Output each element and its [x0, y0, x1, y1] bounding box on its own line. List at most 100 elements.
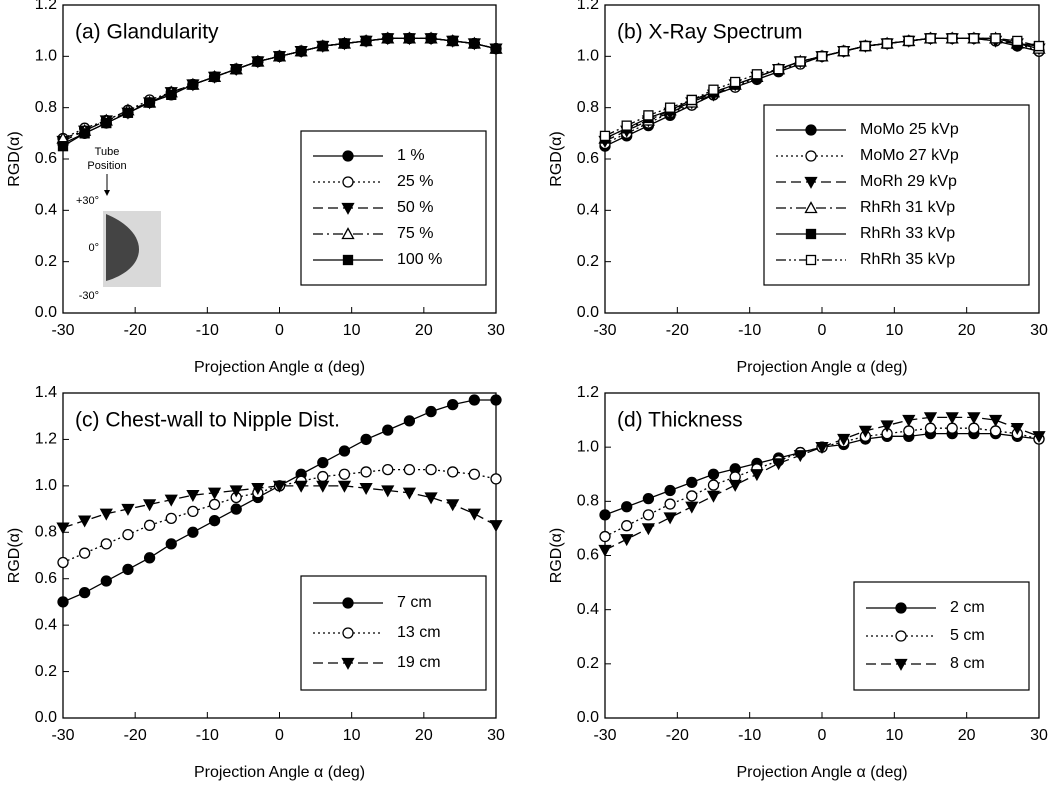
marker — [342, 627, 354, 639]
marker — [902, 414, 916, 427]
marker — [382, 463, 394, 476]
marker — [895, 602, 907, 614]
panel-title: (c) Chest-wall to Nipple Dist. — [75, 409, 340, 432]
marker — [664, 102, 676, 113]
marker — [317, 40, 328, 52]
marker — [339, 38, 350, 49]
marker — [1032, 431, 1046, 444]
inset-label: +30° — [76, 195, 99, 207]
x-axis-label: Projection Angle α (deg) — [736, 764, 907, 781]
x-tick-label: -10 — [738, 322, 761, 339]
inset-breast — [106, 214, 139, 281]
marker — [425, 33, 437, 44]
marker — [252, 56, 264, 67]
marker — [342, 150, 354, 162]
marker — [122, 107, 134, 118]
marker — [143, 499, 157, 512]
x-tick-label: 10 — [343, 322, 361, 339]
marker — [337, 480, 352, 493]
marker — [208, 498, 221, 511]
x-tick-label: -20 — [124, 727, 147, 744]
legend: 1 % 25 % 50 % 75 % 100 % — [300, 130, 487, 286]
marker — [316, 480, 330, 493]
marker — [925, 33, 936, 44]
marker — [341, 227, 355, 240]
legend: 2 cm 5 cm 8 cm — [853, 581, 1030, 691]
panel: 0.0 0.2 0.4 0.6 0.8 1.0 1.2 -30 -20 -10 0 10 20 30 Pro… — [6, 0, 505, 376]
marker — [686, 94, 697, 106]
marker — [664, 498, 676, 510]
y-tick-label: 1.4 — [35, 384, 57, 401]
marker — [489, 520, 503, 533]
inset-arrowhead — [104, 190, 110, 196]
marker — [804, 201, 818, 214]
marker — [773, 64, 784, 75]
marker — [621, 501, 633, 513]
marker — [230, 503, 242, 515]
marker — [317, 470, 329, 483]
legend-box — [853, 581, 1030, 691]
y-tick-label: 0.0 — [35, 709, 57, 726]
legend-label: 50 % — [397, 199, 433, 216]
marker — [947, 33, 958, 44]
x-tick-label: -20 — [124, 322, 147, 339]
marker — [122, 563, 134, 576]
y-axis-label: RGD(α) — [6, 528, 23, 583]
marker — [1010, 423, 1024, 436]
marker — [382, 424, 394, 436]
y-tick-label: 0.0 — [577, 709, 599, 726]
marker — [360, 433, 372, 446]
marker — [903, 35, 914, 47]
marker — [382, 33, 393, 44]
marker — [207, 487, 222, 500]
marker — [599, 509, 611, 521]
y-tick-label: 0.0 — [35, 304, 57, 321]
marker — [816, 51, 828, 62]
marker — [881, 38, 893, 49]
y-tick-label: 0.2 — [577, 253, 599, 270]
marker — [425, 405, 437, 418]
marker — [100, 575, 112, 587]
y-tick-label: 0.6 — [35, 570, 57, 587]
marker — [772, 458, 786, 471]
x-tick-label: -30 — [51, 727, 74, 744]
y-tick-label: 0.2 — [577, 655, 599, 672]
marker — [165, 512, 177, 525]
marker — [795, 56, 806, 67]
x-tick-label: -10 — [738, 727, 761, 744]
marker — [467, 508, 481, 521]
marker — [838, 46, 849, 57]
marker — [294, 480, 308, 493]
y-tick-label: 1.2 — [35, 431, 57, 448]
marker — [79, 586, 91, 599]
marker — [620, 534, 634, 547]
marker — [468, 394, 481, 406]
inset-title: Tube — [95, 146, 120, 158]
marker — [903, 425, 915, 437]
marker — [663, 512, 677, 525]
marker — [121, 503, 135, 516]
x-tick-label: 30 — [487, 322, 505, 339]
marker — [990, 33, 1001, 44]
marker — [79, 128, 90, 139]
inset-label: -30° — [79, 290, 99, 302]
marker — [643, 110, 654, 121]
y-tick-label: 0.4 — [35, 202, 57, 219]
x-tick-label: 0 — [275, 322, 284, 339]
marker — [1033, 40, 1045, 52]
y-tick-label: 1.0 — [577, 438, 599, 455]
marker — [424, 492, 438, 505]
marker — [621, 520, 633, 532]
marker — [341, 202, 355, 215]
marker — [923, 412, 938, 425]
marker — [122, 528, 134, 541]
y-tick-label: 1.2 — [35, 0, 57, 13]
marker — [860, 40, 871, 52]
y-tick-label: 0.8 — [577, 99, 599, 116]
x-tick-label: 30 — [487, 727, 505, 744]
marker — [805, 254, 817, 266]
marker — [338, 468, 351, 480]
marker — [895, 630, 907, 642]
